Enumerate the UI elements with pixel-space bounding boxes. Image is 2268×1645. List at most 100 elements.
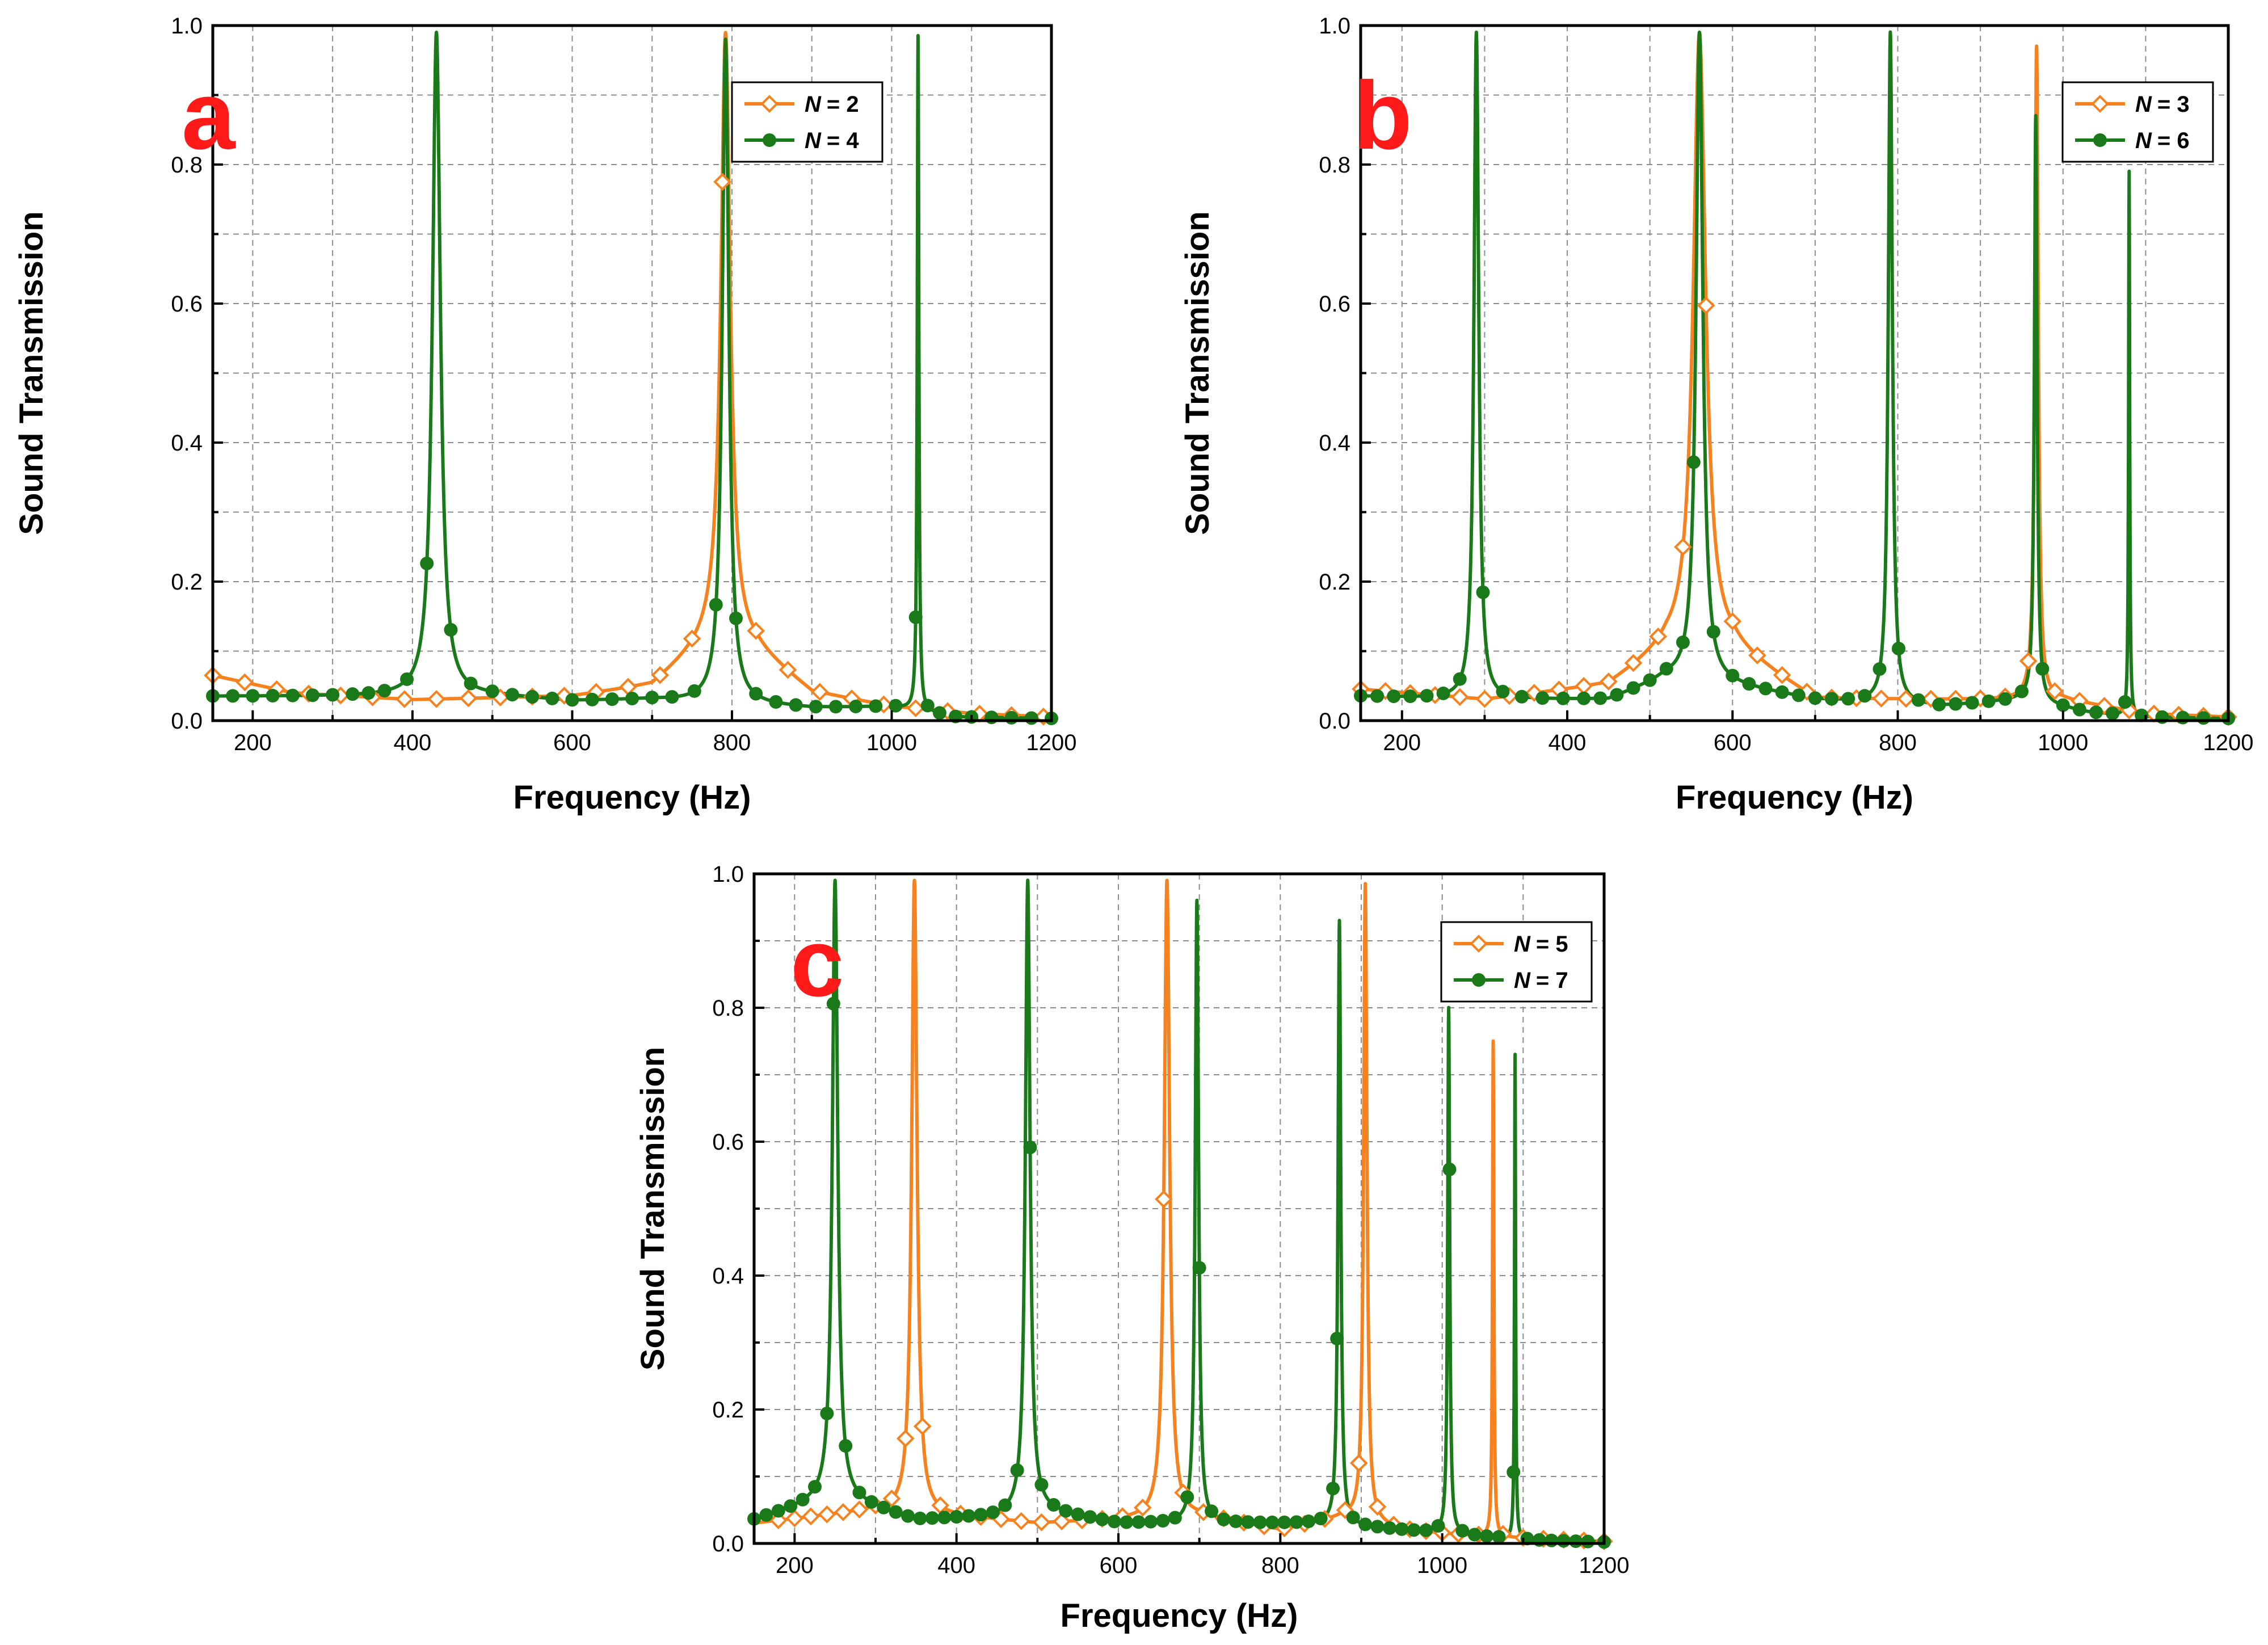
data-point xyxy=(1891,641,1905,655)
data-point xyxy=(1873,662,1887,676)
data-point xyxy=(901,1509,915,1523)
data-point xyxy=(444,622,458,637)
data-point xyxy=(974,1508,988,1522)
y-tick-label: 0.4 xyxy=(171,431,203,456)
x-tick-label: 800 xyxy=(1879,730,1917,755)
panel-label: c xyxy=(790,909,844,1017)
data-point xyxy=(1643,673,1657,687)
data-point xyxy=(1358,1517,1373,1532)
legend: N = 5N = 7 xyxy=(1440,921,1593,1003)
y-tick-label: 0.2 xyxy=(1319,570,1350,595)
y-tick-label: 0.8 xyxy=(1319,153,1350,178)
data-point xyxy=(920,699,935,713)
data-point xyxy=(395,690,414,708)
data-point xyxy=(1253,1515,1267,1529)
data-point xyxy=(882,1490,901,1508)
data-point xyxy=(2106,706,2120,721)
data-point xyxy=(1593,691,1608,705)
data-point xyxy=(1420,689,1434,703)
y-tick-label: 0.6 xyxy=(1319,292,1350,317)
legend-label-value: = 7 xyxy=(1536,968,1568,993)
data-point xyxy=(937,1511,952,1525)
legend-marker xyxy=(1470,935,1488,953)
data-point xyxy=(1382,1521,1396,1535)
data-point xyxy=(285,688,300,702)
data-point xyxy=(749,687,763,701)
data-point xyxy=(1742,677,1756,691)
data-point xyxy=(1791,688,1806,702)
data-point xyxy=(769,695,783,709)
y-tick-label: 1.0 xyxy=(171,14,203,39)
y-tick-label: 0.4 xyxy=(1319,431,1350,456)
data-point xyxy=(986,1505,1000,1520)
data-point xyxy=(1083,1510,1097,1524)
data-point xyxy=(789,698,803,712)
legend-label-value: = 4 xyxy=(827,128,859,153)
x-axis-title: Frequency (Hz) xyxy=(514,779,751,816)
axes: 200 400 600 800 1000 1200 0.0 0.2 0.4 0.6 0.8 1.0 xyxy=(171,14,1076,755)
data-point xyxy=(1556,1534,1571,1548)
panel-label: a xyxy=(182,62,236,170)
y-axis-title: Sound Transmission xyxy=(1179,211,1216,535)
data-point xyxy=(962,1509,976,1523)
y-tick-label: 0.6 xyxy=(171,292,203,317)
data-point xyxy=(1133,1499,1152,1517)
y-tick-label: 1.0 xyxy=(1319,14,1350,39)
data-point xyxy=(1156,1514,1170,1528)
data-point xyxy=(1034,1478,1049,1492)
data-point xyxy=(713,173,731,191)
data-point xyxy=(1407,1523,1421,1537)
data-point xyxy=(1965,696,1979,710)
legend-marker xyxy=(760,95,779,113)
legend-box xyxy=(2061,81,2214,163)
data-point xyxy=(1277,1515,1291,1529)
data-point xyxy=(1686,455,1701,469)
data-point xyxy=(1467,1528,1482,1542)
x-tick-label: 200 xyxy=(1383,730,1421,755)
data-point xyxy=(1095,1512,1109,1526)
axes: 200 400 600 800 1000 1200 0.0 0.2 0.4 0.6 0.8 1.0 xyxy=(1319,14,2253,755)
data-point xyxy=(747,621,765,640)
x-tick-label: 600 xyxy=(553,730,591,755)
data-point xyxy=(949,1510,963,1524)
data-point xyxy=(377,684,392,698)
data-point xyxy=(1455,1524,1470,1538)
data-point xyxy=(1808,691,1822,705)
data-point xyxy=(839,1439,853,1453)
data-point xyxy=(1825,692,1839,706)
data-point xyxy=(400,672,414,686)
legend-marker xyxy=(1472,973,1486,987)
data-point xyxy=(1748,646,1766,664)
legend-label-value: = 3 xyxy=(2157,92,2190,117)
data-point xyxy=(1120,1515,1134,1529)
data-point xyxy=(785,1509,804,1528)
axes: 200 400 600 800 1000 1200 0.0 0.2 0.4 0.6 0.8 1.0 xyxy=(712,862,1629,1578)
y-tick-label: 0.0 xyxy=(171,709,203,734)
legend-label-symbol: N xyxy=(2135,92,2152,117)
markers-n7 xyxy=(747,996,1611,1549)
data-point xyxy=(246,689,260,703)
data-point xyxy=(889,1505,903,1519)
data-point xyxy=(1155,1190,1173,1209)
y-tick-label: 0.6 xyxy=(712,1130,744,1155)
data-point xyxy=(645,691,659,705)
data-point xyxy=(784,1499,798,1513)
data-point xyxy=(810,683,829,701)
y-tick-label: 0.0 xyxy=(712,1532,744,1556)
legend-label: N = 7 xyxy=(1514,968,1568,993)
data-point xyxy=(850,1500,869,1518)
data-point xyxy=(1998,692,2012,706)
data-point xyxy=(1059,1504,1073,1518)
data-point xyxy=(889,699,903,713)
x-tick-label: 1200 xyxy=(1579,1553,1630,1578)
data-point xyxy=(1144,1514,1158,1529)
data-point xyxy=(1387,689,1401,704)
data-point xyxy=(226,689,240,703)
series-line-n2 xyxy=(213,31,1051,719)
data-point xyxy=(998,1498,1012,1512)
data-point xyxy=(2072,702,2086,717)
legend-label-symbol: N xyxy=(1514,932,1531,957)
data-point xyxy=(908,610,923,624)
data-point xyxy=(906,699,925,717)
data-point xyxy=(1453,672,1467,686)
